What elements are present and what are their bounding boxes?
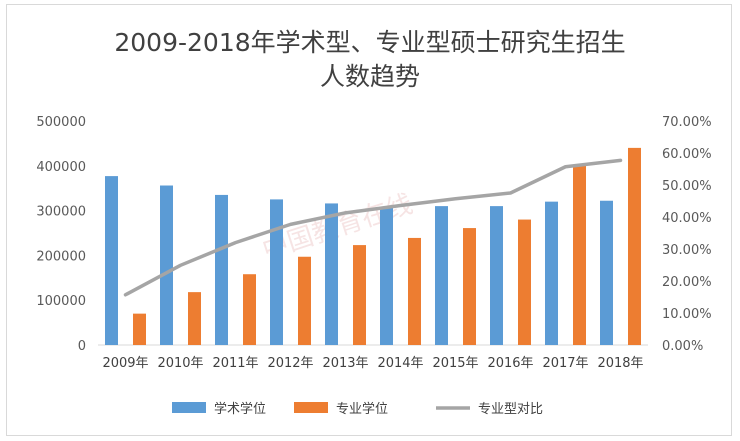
bar-professional: [518, 219, 531, 345]
y-left-tick-label: 100000: [36, 294, 86, 309]
legend-label: 专业学位: [336, 401, 388, 417]
bar-academic: [215, 194, 228, 345]
bar-academic: [545, 201, 558, 345]
bar-academic: [160, 185, 173, 345]
bar-professional: [188, 292, 201, 345]
legend-label: 专业型对比: [478, 402, 543, 417]
bar-professional: [243, 274, 256, 345]
y-left-tick-label: 400000: [36, 160, 86, 175]
chart-title: 2009-2018年学术型、专业型硕士研究生招生 人数趋势: [0, 26, 740, 94]
legend-swatch: [294, 402, 328, 413]
x-category-label: 2014年: [377, 356, 423, 371]
line-professional-ratio: [123, 158, 623, 297]
bar-professional: [463, 228, 476, 345]
x-category-label: 2011年: [212, 356, 258, 371]
x-category-label: 2009年: [102, 356, 148, 371]
y-right-tick-label: 50.00%: [662, 179, 712, 194]
x-category-label: 2017年: [542, 356, 588, 371]
y-left-tick-label: 500000: [36, 115, 86, 130]
bar-professional: [298, 256, 311, 345]
y-right-tick-label: 10.00%: [662, 307, 712, 322]
legend-label: 学术学位: [214, 401, 266, 417]
y-right-tick-label: 30.00%: [662, 243, 712, 258]
x-category-label: 2018年: [597, 356, 643, 371]
bar-academic: [490, 206, 503, 345]
y-left-tick-label: 300000: [36, 205, 86, 220]
x-category-label: 2010年: [157, 356, 203, 371]
y-right-tick-label: 0.00%: [662, 339, 703, 354]
x-category-label: 2013年: [322, 356, 368, 371]
bar-professional: [133, 313, 146, 345]
bar-academic: [380, 206, 393, 345]
y-right-tick-label: 40.00%: [662, 211, 712, 226]
x-category-label: 2012年: [267, 356, 313, 371]
bar-professional: [628, 147, 641, 345]
bar-academic: [325, 203, 338, 345]
y-right-tick-label: 60.00%: [662, 147, 712, 162]
y-right-tick-label: 20.00%: [662, 275, 712, 290]
bar-professional: [573, 164, 586, 345]
x-category-label: 2016年: [487, 356, 533, 371]
bar-academic: [600, 200, 613, 345]
bar-academic: [270, 199, 283, 345]
x-category-label: 2015年: [432, 356, 478, 371]
bar-professional: [408, 237, 421, 345]
chart-title-line2: 人数趋势: [319, 62, 420, 91]
chart-title-line1: 2009-2018年学术型、专业型硕士研究生招生: [114, 28, 626, 57]
y-right-tick-label: 70.00%: [662, 115, 712, 130]
bar-professional: [353, 245, 366, 345]
bar-academic: [105, 176, 118, 345]
bar-academic: [435, 206, 448, 345]
y-left-tick-label: 200000: [36, 249, 86, 264]
y-left-tick-label: 0: [78, 339, 86, 354]
legend-swatch: [172, 402, 206, 413]
